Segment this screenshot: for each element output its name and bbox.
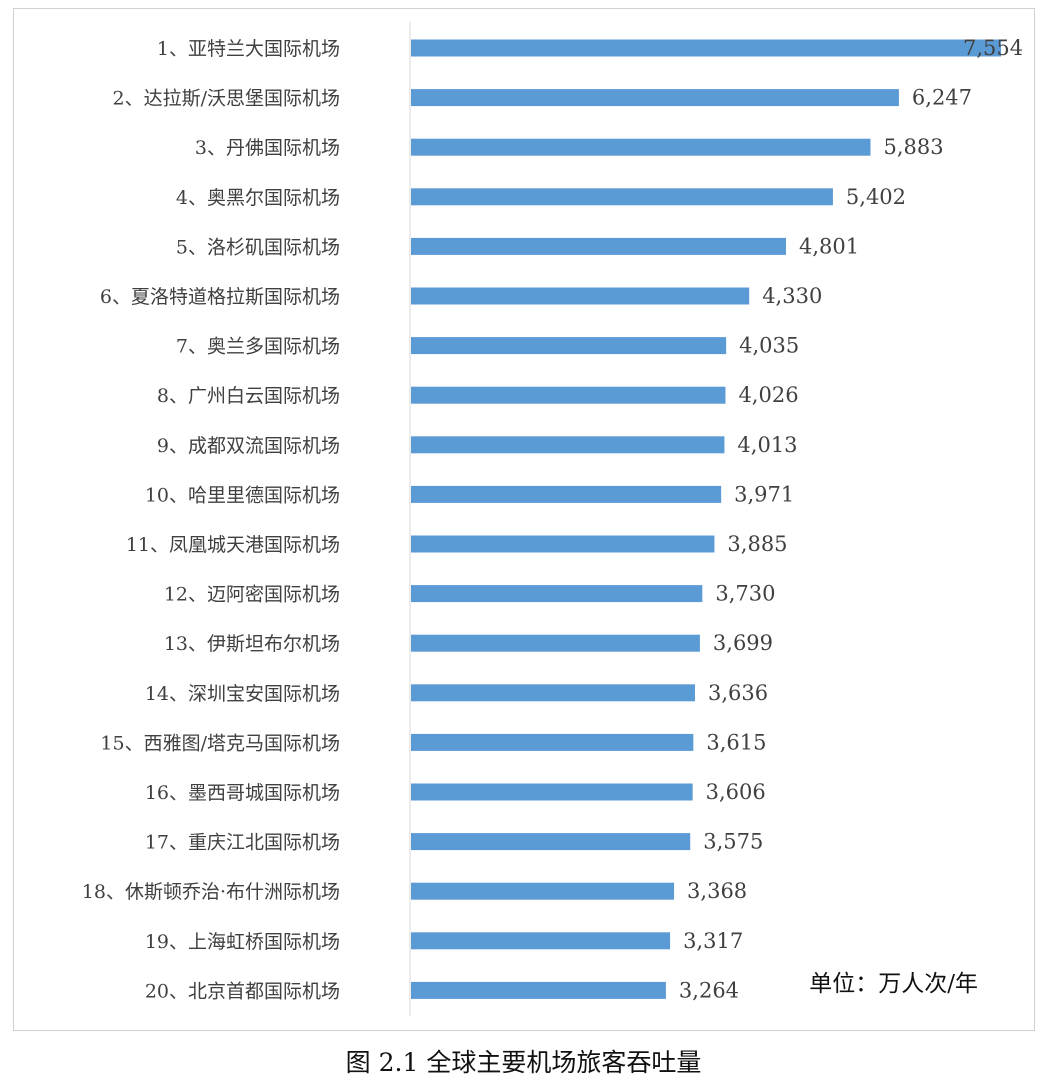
figure-caption: 图 2.1 全球主要机场旅客吞吐量: [345, 1048, 702, 1077]
category-label: 7、奥兰多国际机场: [176, 336, 340, 358]
value-label: 5,883: [883, 135, 943, 159]
value-label: 3,606: [706, 780, 766, 804]
bar: [411, 386, 726, 404]
category-label: 12、迈阿密国际机场: [164, 584, 340, 606]
category-label: 2、达拉斯/沃思堡国际机场: [113, 88, 341, 110]
value-label: 4,026: [738, 383, 798, 407]
category-label: 13、伊斯坦布尔机场: [164, 633, 340, 655]
value-label: 6,247: [912, 86, 972, 110]
category-label: 15、西雅图/塔克马国际机场: [100, 732, 340, 754]
value-label: 3,636: [708, 681, 768, 705]
bar: [411, 138, 871, 156]
bar: [411, 634, 700, 652]
bar: [411, 39, 1001, 57]
category-label: 6、夏洛特道格拉斯国际机场: [100, 286, 340, 308]
category-label: 20、北京首都国际机场: [145, 980, 340, 1002]
value-label: 3,730: [715, 582, 775, 606]
bar: [411, 287, 750, 305]
category-label: 5、洛杉矶国际机场: [176, 236, 340, 258]
unit-note: 单位：万人次/年: [809, 971, 978, 997]
category-label: 17、重庆江北国际机场: [145, 832, 340, 854]
value-label: 3,971: [734, 482, 794, 506]
bar: [411, 783, 693, 801]
value-label: 7,554: [963, 36, 1023, 60]
bar: [411, 733, 694, 751]
category-label: 10、哈里里德国际机场: [145, 484, 340, 506]
value-label: 3,885: [727, 532, 787, 556]
category-label: 11、凤凰城天港国际机场: [126, 534, 340, 556]
value-label: 3,699: [713, 631, 773, 655]
category-label: 19、上海虹桥国际机场: [145, 931, 340, 953]
bar: [411, 585, 703, 603]
bar: [411, 485, 722, 503]
category-label: 1、亚特兰大国际机场: [157, 38, 340, 60]
bar: [411, 188, 833, 206]
category-label: 18、休斯顿乔治·布什洲际机场: [82, 881, 340, 903]
category-label: 9、成都双流国际机场: [157, 435, 340, 457]
value-label: 3,615: [706, 730, 766, 754]
category-label: 4、奥黑尔国际机场: [176, 187, 340, 209]
value-label: 3,368: [687, 879, 747, 903]
value-label: 3,317: [683, 929, 743, 953]
category-label: 16、墨西哥城国际机场: [145, 782, 340, 804]
value-label: 4,013: [737, 433, 797, 457]
bar: [411, 337, 727, 355]
bar-chart: 1、亚特兰大国际机场 7,554 2、达拉斯/沃思堡国际机场 6,247 3、丹佛国际机…: [82, 22, 1023, 1016]
category-label: 8、广州白云国际机场: [157, 385, 340, 407]
value-label: 4,801: [799, 234, 859, 258]
value-label: 4,035: [739, 334, 799, 358]
bar: [411, 981, 666, 999]
value-label: 5,402: [846, 185, 906, 209]
value-label: 3,264: [679, 978, 739, 1002]
value-label: 3,575: [703, 830, 763, 854]
bar: [411, 882, 675, 900]
bar: [411, 535, 715, 553]
bar: [411, 833, 691, 851]
bar: [411, 436, 725, 454]
category-label: 14、深圳宝安国际机场: [145, 683, 340, 705]
bar: [411, 89, 899, 107]
chart-frame: [13, 8, 1035, 1031]
bar: [411, 932, 671, 950]
value-label: 4,330: [762, 284, 822, 308]
bar: [411, 237, 786, 255]
bar: [411, 684, 695, 702]
category-label: 3、丹佛国际机场: [195, 137, 340, 159]
